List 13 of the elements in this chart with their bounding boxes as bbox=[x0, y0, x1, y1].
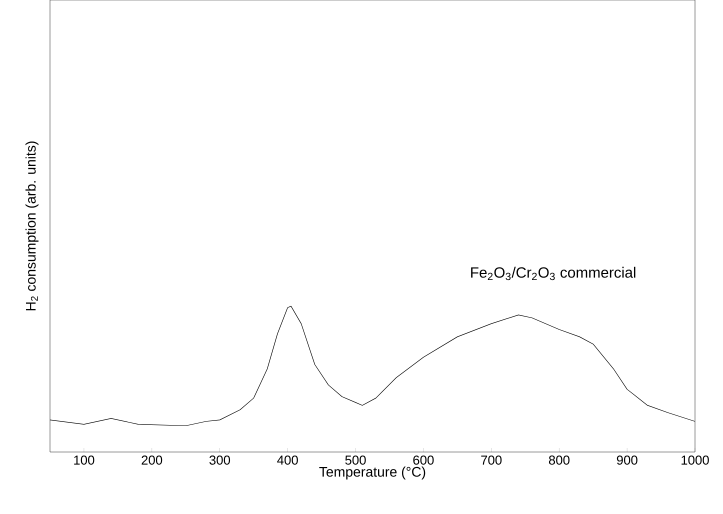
x-axis-title: Temperature (°C) bbox=[319, 466, 426, 480]
y-axis-title: H$_{2}$ consumption (arb. units) bbox=[25, 141, 38, 310]
x-tick-label: 1000 bbox=[682, 456, 709, 465]
x-tick-label: 300 bbox=[209, 456, 230, 465]
x-tick-label: 200 bbox=[142, 456, 162, 465]
x-tick-label: 600 bbox=[413, 456, 434, 465]
x-tick-label: 900 bbox=[616, 456, 638, 465]
x-tick-label: 500 bbox=[345, 456, 366, 465]
x-tick-label: 800 bbox=[548, 456, 570, 465]
x-tick-label: 100 bbox=[74, 456, 94, 465]
x-tick-label: 400 bbox=[277, 456, 298, 465]
text: Fe$_{2}$O$_{3}$/Cr$_{2}$O$_{3}$ commercial bbox=[471, 266, 636, 280]
x-tick-label: 700 bbox=[481, 456, 502, 465]
